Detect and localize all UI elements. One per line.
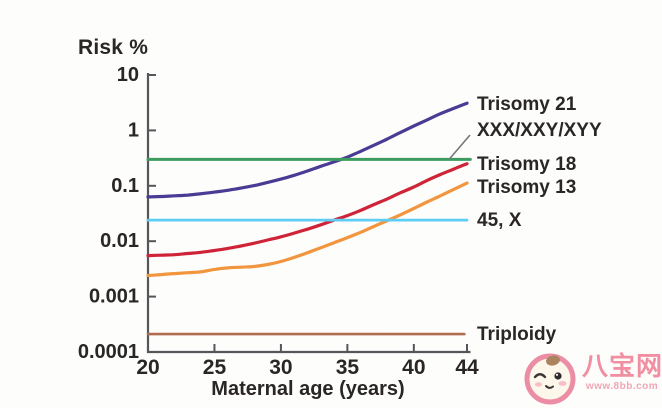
baby-logo-icon (524, 353, 576, 405)
x-tick-label: 30 (269, 356, 292, 379)
y-tick-label: 1 (128, 119, 139, 141)
axis-lines (146, 73, 471, 354)
y-tick-label: 0.001 (89, 286, 139, 308)
x-tick-label: 20 (136, 356, 159, 379)
watermark: 八宝网 www.8bb.com (518, 348, 662, 408)
x-tick-label: 40 (402, 356, 425, 379)
x-tick-label: 44 (455, 356, 479, 379)
series-label-xxx-xxy-xyy: XXX/XXY/XYY (477, 120, 602, 141)
series-label-trisomy-18: Trisomy 18 (477, 154, 576, 175)
x-axis-title: Maternal age (years) (211, 378, 405, 400)
x-tick-label: 35 (336, 356, 360, 379)
annotation-pointer-line (448, 134, 471, 161)
watermark-url: www.8bb.com (585, 381, 659, 392)
watermark-site-name: 八宝网 (582, 351, 662, 381)
series-label-trisomy-21: Trisomy 21 (477, 94, 577, 115)
series-label-trisomy-13: Trisomy 13 (477, 177, 576, 198)
series-line-trisomy-13 (146, 181, 469, 278)
y-tick-label: 0.01 (100, 230, 139, 252)
x-tick-label: 25 (203, 356, 227, 379)
series-line-trisomy-21 (146, 101, 469, 199)
series-label-triploidy: Triploidy (477, 324, 557, 345)
y-tick-label: 0.1 (111, 175, 139, 197)
series-label-45-x: 45, X (477, 210, 522, 231)
series-line-trisomy-18 (146, 162, 469, 258)
y-tick-label: 10 (117, 64, 139, 86)
y-tick-label: 0.0001 (78, 341, 139, 363)
y-axis-title: Risk % (78, 36, 149, 59)
